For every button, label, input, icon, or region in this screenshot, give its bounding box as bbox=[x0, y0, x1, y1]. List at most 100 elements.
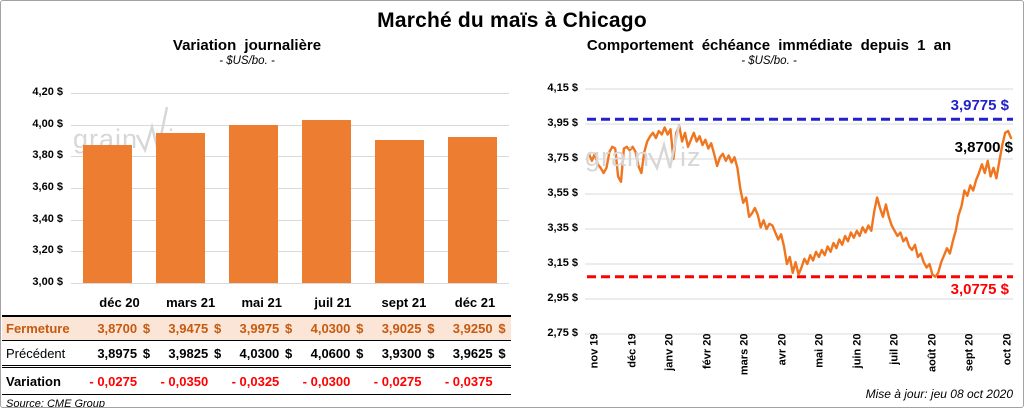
bar bbox=[448, 136, 497, 283]
line-x-tick-label: déc 19 bbox=[626, 333, 638, 368]
table-value-cell: 3,9475 $ bbox=[155, 321, 226, 336]
month-label: déc 21 bbox=[454, 295, 496, 310]
price-value: - 0,0300 bbox=[302, 373, 351, 389]
bar-chart-subtitle: - $US/bo. - bbox=[219, 55, 275, 67]
currency-sign: $ bbox=[498, 345, 506, 361]
month-label: mai 21 bbox=[241, 295, 282, 310]
row-label: Fermeture bbox=[6, 321, 70, 336]
price-value: - 0,0350 bbox=[160, 373, 209, 389]
line-y-tick-label: 4,15 $ bbox=[547, 82, 578, 94]
grainwiz-watermark: grain iz bbox=[585, 123, 702, 171]
bar-y-tick-label: 3,00 $ bbox=[32, 276, 63, 288]
price-value: - 0,0275 bbox=[89, 373, 138, 389]
currency-sign: $ bbox=[142, 321, 151, 336]
line-y-tick-label: 2,95 $ bbox=[547, 292, 578, 304]
price-value: 3,9625 bbox=[452, 345, 493, 361]
currency-sign: $ bbox=[427, 321, 435, 336]
bar-gridline bbox=[71, 219, 509, 221]
bar bbox=[375, 140, 424, 283]
table-month-header: mars 21 bbox=[155, 295, 226, 310]
table-value-cell: 3,9625 $ bbox=[439, 346, 510, 361]
currency-sign: $ bbox=[498, 321, 506, 336]
price-value: - 0,0325 bbox=[231, 373, 280, 389]
table-month-header: sept 21 bbox=[368, 295, 439, 310]
line-chart-title: Comportement échéance immédiate depuis 1… bbox=[586, 37, 952, 54]
bar bbox=[229, 125, 278, 283]
table-value-cell: 3,8975 $ bbox=[84, 346, 155, 361]
table-value-cell: - 0,0350 bbox=[155, 374, 226, 389]
currency-sign: $ bbox=[356, 345, 364, 361]
line-chart-subtitle: - $US/bo. - bbox=[741, 55, 797, 67]
bar-chart-plot bbox=[71, 93, 509, 284]
line-y-tick-label: 3,95 $ bbox=[547, 117, 578, 129]
bar-y-tick-label: 4,20 $ bbox=[32, 86, 63, 98]
table-value-cell: 3,9025 $ bbox=[368, 321, 439, 336]
line-x-tick-label: juin 20 bbox=[851, 333, 863, 369]
table-month-header: déc 20 bbox=[84, 295, 155, 310]
currency-sign: $ bbox=[285, 321, 293, 336]
price-value: 4,0600 bbox=[310, 345, 351, 361]
watermark-zigzag-icon bbox=[648, 124, 681, 171]
price-value: 3,8700 bbox=[97, 321, 138, 336]
line-y-tick-label: 3,55 $ bbox=[547, 187, 578, 199]
line-x-tick-label: août 20 bbox=[926, 333, 938, 373]
currency-sign bbox=[208, 374, 221, 389]
table-value-cell: 3,9250 $ bbox=[439, 321, 510, 336]
line-chart-header: Comportement échéance immédiate depuis 1… bbox=[513, 37, 1023, 67]
line-chart-svg bbox=[585, 88, 1013, 335]
price-value: 3,9250 bbox=[452, 321, 493, 336]
bar-y-tick-label: 4,00 $ bbox=[32, 117, 63, 130]
price-value: 3,9975 bbox=[239, 321, 280, 336]
page-title: Marché du maïs à Chicago bbox=[377, 9, 647, 32]
line-y-tick-label: 3,75 $ bbox=[547, 152, 578, 164]
price-value: - 0,0375 bbox=[444, 373, 493, 389]
line-x-tick-label: juil 20 bbox=[888, 333, 901, 365]
bar bbox=[302, 119, 351, 283]
resistance-value-label: 3,9775 $ bbox=[950, 97, 1009, 114]
price-value: 4,0300 bbox=[239, 345, 280, 361]
currency-sign bbox=[421, 374, 434, 389]
table-value-cell: 3,9825 $ bbox=[155, 346, 226, 361]
line-x-tick-label: oct 20 bbox=[1001, 333, 1013, 366]
last-price-label: 3,8700 $ bbox=[954, 139, 1013, 156]
currency-sign: $ bbox=[213, 345, 222, 361]
month-label: mars 21 bbox=[166, 295, 216, 310]
month-label: sept 21 bbox=[381, 295, 427, 310]
watermark-text-iz: iz bbox=[680, 142, 702, 172]
currency-sign: $ bbox=[213, 321, 222, 336]
table-row-precedent: Précédent 3,8975 $3,9825 $4,0300 $4,0600 $3,9… bbox=[2, 341, 511, 368]
table-value-cell: 3,9975 $ bbox=[226, 321, 297, 336]
bar-gridline bbox=[71, 93, 509, 94]
currency-sign: $ bbox=[427, 345, 435, 361]
table-month-header: mai 21 bbox=[226, 295, 297, 310]
bar-chart-y-axis: 4,20 $ 4,00 $ 3,80 $ 3,60 $ 3,40 $ 3,20 $ 3,00… bbox=[1, 86, 63, 288]
price-value: 3,9825 bbox=[168, 345, 209, 361]
currency-sign bbox=[350, 374, 363, 389]
line-x-tick-label: janv 20 bbox=[663, 333, 676, 371]
line-chart-plot bbox=[583, 88, 1013, 335]
table-value-cell: 4,0300 $ bbox=[297, 321, 368, 336]
currency-sign bbox=[137, 374, 150, 389]
row-label: Variation bbox=[6, 373, 61, 389]
currency-sign: $ bbox=[285, 345, 293, 361]
bar-group bbox=[71, 93, 509, 283]
line-x-tick-label: nov 19 bbox=[588, 333, 601, 369]
bar-y-tick-label: 3,40 $ bbox=[32, 212, 63, 225]
bar-gridline bbox=[71, 188, 509, 189]
currency-sign bbox=[493, 374, 506, 389]
month-label: déc 20 bbox=[99, 295, 140, 310]
price-value: 3,8975 bbox=[97, 345, 138, 361]
bar-y-tick-label: 3,60 $ bbox=[32, 181, 63, 193]
row-label: Précédent bbox=[6, 345, 66, 361]
table-value-cell: - 0,0275 bbox=[84, 374, 155, 389]
table-header-row: déc 20 mars 21 mai 21 juil 21 sept 21 déc 21 bbox=[2, 290, 511, 317]
bar-chart-title: Variation journalière bbox=[172, 37, 322, 54]
price-value: 3,9300 bbox=[381, 345, 422, 361]
price-line-series bbox=[587, 124, 1013, 279]
table-month-header: juil 21 bbox=[297, 295, 368, 310]
bar-y-tick-label: 3,80 $ bbox=[32, 149, 63, 162]
line-x-tick-label: sept 20 bbox=[963, 333, 976, 372]
line-x-tick-label: avr 20 bbox=[776, 333, 788, 366]
bar-gridline bbox=[71, 251, 509, 253]
table-value-cell: 3,9300 $ bbox=[368, 346, 439, 361]
